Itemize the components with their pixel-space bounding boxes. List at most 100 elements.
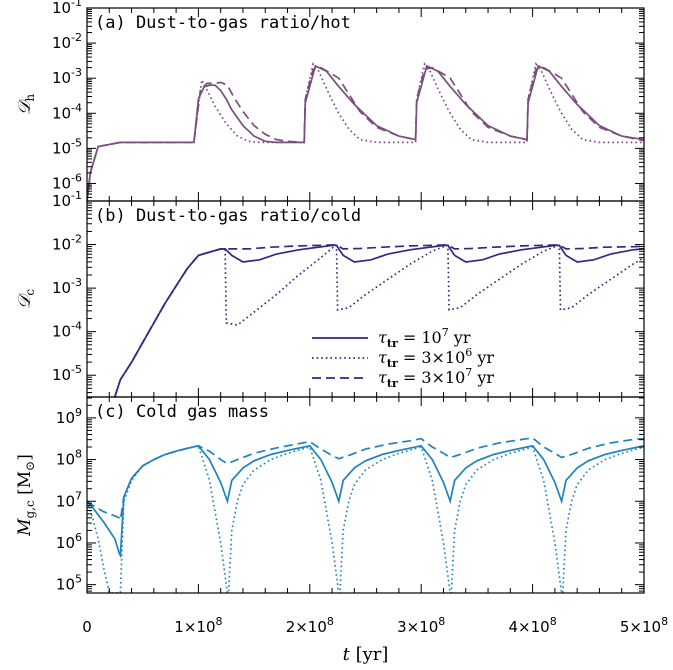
y-tick-label: 106 — [56, 531, 82, 552]
y-tick-exp: -6 — [71, 171, 82, 184]
y-label-unit-sub: ⊙ — [23, 461, 37, 471]
axis-frame — [87, 8, 644, 201]
x-tick-base: 0 — [82, 618, 92, 636]
x-tick-base: 1×10 — [174, 618, 215, 636]
y-tick-exp: -4 — [71, 320, 82, 333]
x-tick-base: 5×10 — [620, 618, 661, 636]
x-tick-base: 4×10 — [508, 618, 549, 636]
x-tick-exp: 8 — [438, 615, 445, 628]
y-axis-label: Mg,c [M⊙] — [15, 454, 37, 537]
y-tick-exp: -2 — [71, 233, 82, 246]
x-label-unit: [yr] — [350, 644, 389, 665]
y-tick-base: 10 — [56, 534, 75, 552]
x-tick-label: 2×108 — [286, 615, 334, 636]
legend-tail: yr — [472, 348, 494, 367]
y-tick-label: 10-5 — [52, 363, 82, 384]
y-tick-exp: -5 — [71, 363, 82, 376]
axis-frame — [87, 397, 644, 593]
legend-sub: tr — [387, 377, 398, 390]
y-tick-base: 10 — [52, 366, 71, 384]
y-label-sub: g,c — [23, 500, 37, 518]
y-tick-base: 10 — [52, 34, 71, 52]
x-tick-label: 5×108 — [620, 615, 668, 636]
x-tick-label: 1×108 — [174, 615, 222, 636]
legend-sub: tr — [387, 337, 398, 350]
y-tick-base: 10 — [52, 236, 71, 254]
y-label-sub: h — [23, 94, 37, 102]
y-label-main: M — [15, 518, 35, 537]
y-tick-label: 10-4 — [52, 320, 82, 341]
series-line-solid — [87, 66, 644, 201]
legend-rest: = 3×10 — [398, 368, 466, 387]
series-line-dotted — [87, 446, 644, 593]
legend-sub: tr — [387, 357, 398, 370]
y-tick-label: 10-2 — [52, 31, 82, 52]
x-tick-base: 3×10 — [397, 618, 438, 636]
y-tick-base: 10 — [56, 492, 75, 510]
legend-exp: 6 — [465, 346, 472, 359]
y-tick-label: 10-5 — [52, 136, 82, 157]
y-tick-exp: -5 — [71, 136, 82, 149]
y-tick-exp: 7 — [75, 489, 82, 502]
panel-title: (a) Dust-to-gas ratio/hot — [95, 13, 351, 33]
x-tick-exp: 8 — [550, 615, 557, 628]
y-tick-base: 10 — [52, 279, 71, 297]
legend-tail: yr — [472, 368, 494, 387]
x-tick-exp: 8 — [216, 615, 223, 628]
legend-exp: 7 — [465, 366, 472, 379]
y-label-sub: c — [23, 289, 37, 296]
y-tick-base: 10 — [52, 0, 71, 17]
x-tick-exp: 8 — [327, 615, 334, 628]
legend-rest: = 10 — [398, 328, 442, 347]
y-label-unit-end: ] — [15, 454, 35, 461]
x-tick-label: 3×108 — [397, 615, 445, 636]
y-tick-exp: 9 — [75, 406, 82, 419]
y-tick-base: 10 — [56, 451, 75, 469]
y-tick-label: 10-2 — [52, 233, 82, 254]
y-tick-label: 109 — [56, 406, 82, 427]
legend-tail: yr — [449, 328, 471, 347]
x-tick-label: 4×108 — [508, 615, 556, 636]
series-line-dashed — [87, 68, 644, 201]
panel-a: 10-610-510-410-310-210-1(a) Dust-to-gas … — [15, 0, 644, 201]
y-tick-label: 10-1 — [52, 189, 82, 210]
series-line-solid — [87, 446, 644, 556]
y-tick-exp: -3 — [71, 66, 82, 79]
y-tick-label: 105 — [56, 573, 82, 594]
legend-exp: 7 — [442, 326, 449, 339]
legend-label: τtr = 107 yr — [378, 326, 471, 350]
x-axis-label: t [yr] — [343, 644, 389, 665]
y-tick-exp: -3 — [71, 276, 82, 289]
y-axis-label: 𝒟c — [15, 289, 37, 310]
y-tick-base: 10 — [52, 323, 71, 341]
panel-title: (b) Dust-to-gas ratio/cold — [95, 206, 361, 226]
y-tick-base: 10 — [52, 104, 71, 122]
axis-frame — [87, 201, 644, 397]
y-tick-label: 10-4 — [52, 101, 82, 122]
y-tick-exp: 8 — [75, 448, 82, 461]
y-tick-label: 107 — [56, 489, 82, 510]
panel-b: 10-510-410-310-210-1(b) Dust-to-gas rati… — [15, 189, 644, 397]
y-tick-label: 10-3 — [52, 66, 82, 87]
y-tick-base: 10 — [52, 139, 71, 157]
panels: 10-610-510-410-310-210-1(a) Dust-to-gas … — [15, 0, 644, 594]
y-tick-label: 108 — [56, 448, 82, 469]
y-tick-base: 10 — [56, 576, 75, 594]
x-tick-exp: 8 — [661, 615, 668, 628]
y-tick-exp: -4 — [71, 101, 82, 114]
y-tick-label: 10-1 — [52, 0, 82, 17]
panel-title: (c) Cold gas mass — [95, 402, 269, 422]
y-tick-exp: -1 — [71, 189, 82, 202]
y-tick-base: 10 — [52, 192, 71, 210]
y-tick-base: 10 — [52, 174, 71, 192]
legend-rest: = 3×10 — [398, 348, 466, 367]
y-tick-exp: -1 — [71, 0, 82, 9]
series-line-dashed — [87, 438, 644, 520]
y-tick-exp: -2 — [71, 31, 82, 44]
x-tick-label: 0 — [82, 618, 92, 636]
y-axis-label: 𝒟h — [15, 94, 37, 116]
y-tick-label: 10-3 — [52, 276, 82, 297]
